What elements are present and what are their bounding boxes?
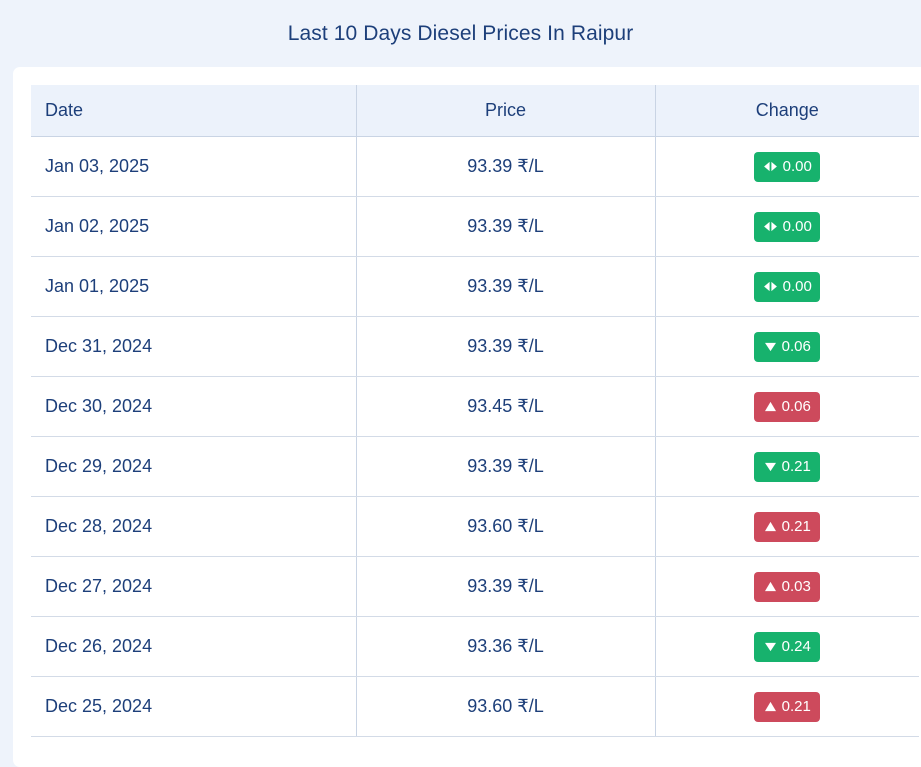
header-row: Date Price Change (31, 85, 919, 137)
page-title: Last 10 Days Diesel Prices In Raipur (287, 22, 634, 45)
triangle-down-icon (764, 461, 777, 472)
price-cell: 93.39 ₹/L (356, 196, 656, 257)
change-badge: 0.06 (754, 391, 821, 422)
change-cell: 0.00 (655, 196, 919, 257)
price-cell: 93.60 ₹/L (356, 676, 656, 737)
title-bar: Last 10 Days Diesel Prices In Raipur (0, 0, 921, 68)
change-badge: 0.21 (754, 451, 821, 482)
table-row: Dec 28, 2024 93.60 ₹/L 0.21 (31, 496, 919, 557)
price-table: Date Price Change Jan 03, 2025 93.39 ₹/L 0… (31, 85, 919, 737)
left-right-arrows-icon (763, 161, 778, 172)
change-badge: 0.21 (754, 511, 821, 542)
price-cell: 93.39 ₹/L (356, 556, 656, 617)
change-badge: 0.00 (754, 211, 821, 242)
change-cell: 0.03 (655, 556, 919, 617)
date-cell: Jan 01, 2025 (31, 256, 357, 317)
triangle-up-icon (764, 701, 777, 712)
price-cell: 93.39 ₹/L (356, 436, 656, 497)
date-cell: Dec 25, 2024 (31, 676, 357, 737)
column-header-price: Price (356, 85, 656, 137)
change-value: 0.00 (782, 158, 812, 175)
price-cell: 93.39 ₹/L (356, 136, 656, 197)
left-right-arrows-icon (763, 221, 778, 232)
change-value: 0.21 (781, 458, 811, 475)
change-cell: 0.06 (655, 316, 919, 377)
change-cell: 0.21 (655, 676, 919, 737)
price-cell: 93.45 ₹/L (356, 376, 656, 437)
change-value: 0.21 (781, 518, 811, 535)
price-cell: 93.36 ₹/L (356, 616, 656, 677)
table-row: Dec 26, 2024 93.36 ₹/L 0.24 (31, 616, 919, 677)
date-cell: Dec 27, 2024 (31, 556, 357, 617)
table-header: Date Price Change (31, 85, 919, 137)
change-value: 0.06 (781, 338, 811, 355)
date-cell: Jan 02, 2025 (31, 196, 357, 257)
change-badge: 0.00 (754, 271, 821, 302)
change-value: 0.21 (781, 698, 811, 715)
change-value: 0.00 (782, 218, 812, 235)
change-badge: 0.06 (754, 331, 821, 362)
table-row: Dec 27, 2024 93.39 ₹/L 0.03 (31, 556, 919, 617)
table-row: Dec 25, 2024 93.60 ₹/L 0.21 (31, 676, 919, 737)
table-body: Jan 03, 2025 93.39 ₹/L 0.00 Jan 02, 2025 93.… (31, 136, 919, 737)
price-cell: 93.39 ₹/L (356, 316, 656, 377)
triangle-up-icon (764, 401, 777, 412)
table-row: Dec 30, 2024 93.45 ₹/L 0.06 (31, 376, 919, 437)
change-value: 0.24 (781, 638, 811, 655)
change-cell: 0.21 (655, 496, 919, 557)
table-row: Jan 01, 2025 93.39 ₹/L 0.00 (31, 256, 919, 317)
change-badge: 0.24 (754, 631, 821, 662)
column-header-change: Change (655, 85, 919, 137)
price-cell: 93.39 ₹/L (356, 256, 656, 317)
price-cell: 93.60 ₹/L (356, 496, 656, 557)
left-right-arrows-icon (763, 281, 778, 292)
change-value: 0.06 (781, 398, 811, 415)
date-cell: Dec 26, 2024 (31, 616, 357, 677)
date-cell: Dec 31, 2024 (31, 316, 357, 377)
change-badge: 0.03 (754, 571, 821, 602)
change-cell: 0.21 (655, 436, 919, 497)
change-badge: 0.21 (754, 691, 821, 722)
change-cell: 0.00 (655, 136, 919, 197)
triangle-down-icon (764, 341, 777, 352)
change-cell: 0.06 (655, 376, 919, 437)
change-cell: 0.24 (655, 616, 919, 677)
change-value: 0.03 (781, 578, 811, 595)
date-cell: Dec 30, 2024 (31, 376, 357, 437)
change-value: 0.00 (782, 278, 812, 295)
change-badge: 0.00 (754, 151, 821, 182)
table-row: Dec 31, 2024 93.39 ₹/L 0.06 (31, 316, 919, 377)
triangle-up-icon (764, 581, 777, 592)
table-row: Jan 03, 2025 93.39 ₹/L 0.00 (31, 136, 919, 197)
column-header-date: Date (31, 85, 357, 137)
table-row: Dec 29, 2024 93.39 ₹/L 0.21 (31, 436, 919, 497)
date-cell: Dec 28, 2024 (31, 496, 357, 557)
price-table-card: Date Price Change Jan 03, 2025 93.39 ₹/L 0… (13, 67, 921, 767)
triangle-up-icon (764, 521, 777, 532)
date-cell: Jan 03, 2025 (31, 136, 357, 197)
change-cell: 0.00 (655, 256, 919, 317)
table-row: Jan 02, 2025 93.39 ₹/L 0.00 (31, 196, 919, 257)
triangle-down-icon (764, 641, 777, 652)
date-cell: Dec 29, 2024 (31, 436, 357, 497)
